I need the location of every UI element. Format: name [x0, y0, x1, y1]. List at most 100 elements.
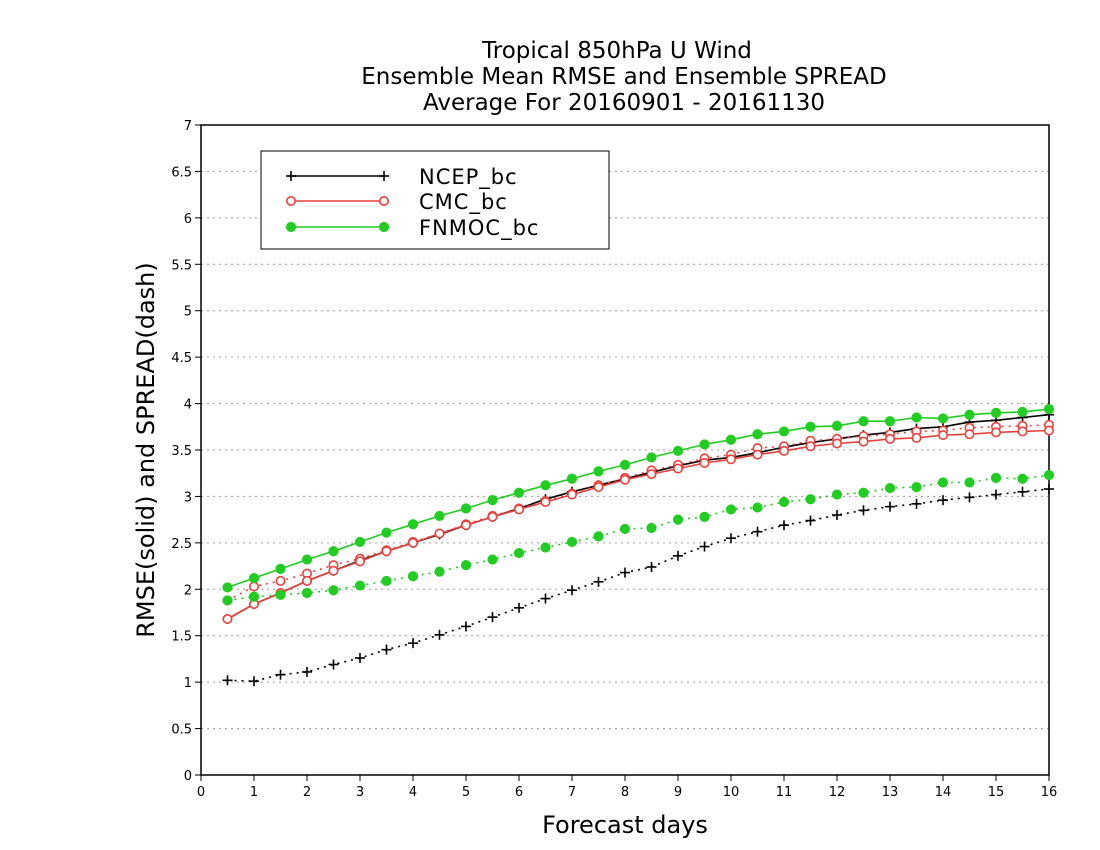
data-point-cmc-bc-rmse	[1017, 426, 1028, 437]
data-point-cmc-bc-rmse	[487, 511, 498, 522]
legend-marker-fnmoc-bc	[378, 221, 390, 233]
data-point-fnmoc-bc-spread	[911, 482, 922, 493]
legend-label-cmc-bc: CMC_bc	[419, 190, 508, 215]
data-point-fnmoc-bc-rmse	[778, 426, 790, 437]
x-tick-label: 9	[674, 785, 682, 800]
data-point-ncep-bc-spread	[222, 675, 233, 686]
data-point-fnmoc-bc-spread	[937, 477, 949, 488]
data-point-fnmoc-bc-rmse	[805, 421, 816, 432]
data-point-ncep-bc-spread	[1017, 486, 1028, 497]
data-point-cmc-bc-rmse	[513, 504, 524, 515]
data-point-cmc-bc-rmse	[222, 613, 233, 624]
data-point-fnmoc-bc-rmse	[858, 416, 869, 427]
data-point-ncep-bc-spread	[302, 666, 312, 677]
legend-label-ncep-bc: NCEP_bc	[419, 165, 518, 190]
data-point-fnmoc-bc-spread	[858, 487, 869, 498]
y-tick-label: 1.5	[171, 630, 192, 645]
data-point-ncep-bc-spread	[964, 492, 975, 503]
data-point-cmc-bc-rmse	[884, 433, 895, 444]
data-point-fnmoc-bc-rmse	[1043, 404, 1055, 415]
data-point-fnmoc-bc-spread	[752, 502, 763, 513]
data-point-fnmoc-bc-rmse	[354, 536, 366, 548]
data-point-ncep-bc-spread	[434, 629, 445, 640]
x-tick-label: 12	[829, 785, 846, 800]
data-point-fnmoc-bc-spread	[1017, 473, 1028, 484]
data-point-ncep-bc-spread	[752, 526, 763, 537]
data-point-fnmoc-bc-rmse	[328, 546, 339, 557]
x-tick-label: 4	[409, 785, 417, 800]
chart-title-line-3: Average For 20160901 - 20161130	[423, 90, 825, 116]
data-point-cmc-bc-rmse	[964, 429, 975, 440]
data-point-fnmoc-bc-rmse	[540, 480, 551, 491]
data-point-cmc-bc-spread	[249, 581, 260, 592]
data-point-cmc-bc-rmse	[831, 438, 842, 449]
data-point-cmc-bc-rmse	[434, 528, 445, 539]
chart-title: Tropical 850hPa U Wind Ensemble Mean RMS…	[361, 38, 886, 116]
data-point-fnmoc-bc-spread	[381, 575, 392, 587]
data-point-cmc-bc-spread	[275, 575, 286, 586]
data-point-ncep-bc-spread	[355, 653, 365, 663]
legend-marker-cmc-bc	[378, 196, 389, 207]
y-tick-label: 2.5	[171, 537, 192, 552]
data-point-cmc-bc-rmse	[381, 546, 392, 557]
legend-marker-fnmoc-bc	[285, 221, 297, 233]
data-point-fnmoc-bc-rmse	[301, 554, 313, 565]
data-point-cmc-bc-rmse	[460, 520, 471, 531]
y-tick-labels: 0 0.5 1 1.5 2 2.5 3 3.5 4 4.5 5 5.5 6 6.5 7	[171, 119, 192, 784]
data-point-fnmoc-bc-rmse	[725, 434, 737, 445]
x-tick-label: 6	[515, 785, 523, 800]
chart-title-line-2: Ensemble Mean RMSE and Ensemble SPREAD	[361, 64, 886, 90]
data-point-fnmoc-bc-spread	[248, 591, 260, 602]
data-point-ncep-bc-spread	[726, 533, 736, 544]
data-point-cmc-bc-rmse	[937, 430, 948, 441]
x-tick-label: 8	[621, 785, 629, 800]
data-point-cmc-bc-rmse	[1044, 425, 1055, 436]
x-tick-labels: 0 1 2 3 4 5 6 7 8 9 10 11 12 13 14 15 16	[197, 785, 1057, 800]
data-point-fnmoc-bc-spread	[805, 494, 816, 505]
y-tick-label: 3	[184, 490, 192, 505]
y-tick-label: 1	[184, 676, 192, 691]
legend-label-fnmoc-bc: FNMOC_bc	[419, 216, 539, 241]
series-ncep-bc-spread	[222, 484, 1054, 687]
data-point-fnmoc-bc-spread	[593, 531, 604, 542]
data-point-ncep-bc-spread	[514, 602, 524, 613]
y-tick-label: 4	[184, 398, 192, 413]
data-point-fnmoc-bc-spread	[672, 514, 684, 525]
data-point-ncep-bc-spread	[938, 495, 948, 506]
data-point-ncep-bc-spread	[461, 621, 471, 632]
data-point-fnmoc-bc-rmse	[937, 413, 949, 424]
data-point-fnmoc-bc-spread	[964, 477, 975, 488]
data-point-ncep-bc-spread	[275, 669, 286, 680]
data-point-fnmoc-bc-spread	[354, 580, 366, 591]
data-point-cmc-bc-rmse	[407, 537, 418, 548]
data-point-fnmoc-bc-rmse	[248, 573, 260, 584]
data-point-ncep-bc-spread	[832, 510, 842, 520]
data-point-cmc-bc-rmse	[672, 463, 683, 474]
data-point-cmc-bc-rmse	[778, 445, 789, 456]
y-tick-label: 5	[184, 305, 192, 320]
data-point-ncep-bc-spread	[540, 593, 551, 604]
data-point-fnmoc-bc-rmse	[381, 527, 392, 538]
data-point-fnmoc-bc-spread	[222, 595, 233, 606]
x-tick-label: 15	[988, 785, 1005, 800]
data-point-cmc-bc-rmse	[646, 469, 657, 480]
legend-marker-ncep-bc	[286, 171, 296, 181]
data-point-fnmoc-bc-rmse	[275, 563, 286, 574]
data-point-cmc-bc-rmse	[752, 449, 763, 460]
data-point-fnmoc-bc-spread	[460, 560, 472, 571]
data-point-cmc-bc-rmse	[593, 482, 604, 493]
data-point-cmc-bc-rmse	[301, 575, 312, 586]
data-point-fnmoc-bc-spread	[646, 522, 657, 534]
data-point-fnmoc-bc-rmse	[911, 412, 922, 423]
data-point-fnmoc-bc-spread	[275, 589, 286, 600]
axes	[195, 124, 1050, 781]
data-point-fnmoc-bc-spread	[328, 585, 339, 596]
series-fnmoc-bc-rmse	[222, 404, 1055, 593]
data-point-fnmoc-bc-spread	[884, 482, 896, 494]
data-point-ncep-bc-spread	[249, 676, 259, 687]
x-tick-label: 0	[197, 785, 205, 800]
data-point-cmc-bc-rmse	[805, 441, 816, 452]
x-tick-label: 16	[1041, 785, 1058, 800]
